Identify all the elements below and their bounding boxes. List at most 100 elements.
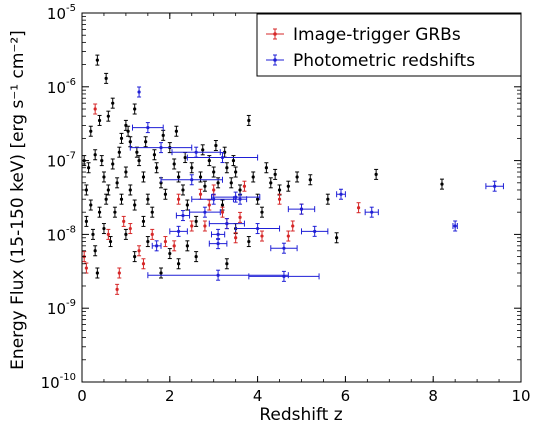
y-tick-label: 10-6: [47, 77, 76, 97]
grb-point: [101, 171, 106, 183]
y-tick-label: 10-5: [47, 3, 76, 23]
grb-point: [88, 125, 93, 137]
grb-point: [97, 114, 102, 126]
photometric-point: [364, 206, 379, 218]
grb-point: [238, 184, 243, 196]
image-trigger-point: [277, 193, 282, 205]
grb-point: [159, 267, 164, 279]
photometric-point: [151, 240, 162, 252]
photometric-point: [160, 174, 223, 186]
image-trigger-point: [259, 230, 264, 242]
grb-point: [185, 240, 190, 252]
grb-point: [95, 267, 100, 279]
image-trigger-point: [242, 180, 247, 192]
grb-point: [286, 180, 291, 192]
image-trigger-point: [220, 206, 225, 218]
grb-point: [246, 114, 251, 126]
grb-point: [295, 171, 300, 183]
grb-point: [211, 166, 216, 178]
grb-point: [123, 166, 128, 178]
photometric-point: [208, 218, 245, 230]
image-trigger-point: [121, 215, 126, 227]
grb-point: [123, 228, 128, 240]
grb-point: [119, 193, 124, 205]
grb-point: [150, 206, 155, 218]
grb-point: [176, 258, 181, 270]
x-tick-label: 4: [253, 387, 263, 405]
grb-point: [84, 184, 89, 196]
grb-point: [439, 178, 444, 190]
photometric-point: [175, 210, 191, 222]
legend-label-image-trigger: Image-trigger GRBs: [293, 25, 461, 45]
y-tick-label: 10-9: [47, 298, 76, 318]
legend-label-photometric: Photometric redshifts: [293, 51, 475, 71]
grb-point: [101, 223, 106, 235]
grb-point: [152, 149, 157, 161]
grb-point: [308, 174, 313, 186]
x-tick-label: 10: [511, 387, 530, 405]
grb-point: [106, 110, 111, 122]
grb-point: [126, 125, 131, 137]
grb-point: [145, 193, 150, 205]
image-trigger-point: [117, 267, 122, 279]
grb-point: [110, 97, 115, 109]
photometric-point: [287, 203, 316, 215]
photometric-point: [248, 270, 320, 282]
grb-point: [334, 232, 339, 244]
image-trigger-point: [286, 230, 291, 242]
grb-point: [264, 162, 269, 174]
grb-point: [132, 251, 137, 263]
grb-point: [86, 162, 91, 174]
grb-point: [128, 184, 133, 196]
grb-point: [246, 236, 251, 248]
grb-point: [207, 155, 212, 167]
image-trigger-point: [137, 245, 142, 257]
grb-point: [119, 132, 124, 144]
photometric-point: [301, 225, 329, 237]
image-trigger-point: [150, 228, 155, 240]
photometric-point: [169, 225, 188, 237]
grb-point: [132, 199, 137, 211]
grb-point: [224, 162, 229, 174]
image-trigger-point: [93, 103, 98, 115]
grb-point: [110, 158, 115, 170]
image-trigger-point: [207, 199, 212, 211]
grb-point: [132, 103, 137, 115]
photometric-point: [131, 122, 164, 134]
image-trigger-point: [176, 193, 181, 205]
image-trigger-point: [141, 258, 146, 270]
grb-point: [172, 158, 177, 170]
photometric-point: [129, 142, 193, 154]
image-trigger-point: [233, 232, 238, 244]
grb-point: [255, 193, 260, 205]
legend: Image-trigger GRBs Photometric redshifts: [256, 13, 522, 77]
grb-point: [202, 180, 207, 192]
image-trigger-point: [106, 228, 111, 240]
image-trigger-point: [202, 220, 207, 232]
grb-point: [229, 177, 234, 189]
grb-point: [145, 236, 150, 248]
photometric-point: [232, 193, 248, 205]
photometric-point: [485, 180, 504, 192]
image-trigger-point: [172, 240, 177, 252]
grb-point: [374, 168, 379, 180]
grb-point: [154, 162, 159, 174]
grb-point: [259, 206, 264, 218]
photometric-point: [186, 152, 259, 164]
grb-point: [194, 251, 199, 263]
grb-point: [180, 184, 185, 196]
y-tick-label: 10-7: [47, 151, 76, 171]
image-trigger-point: [128, 223, 133, 235]
grb-point: [88, 199, 93, 211]
grb-point: [90, 228, 95, 240]
photometric-point: [147, 269, 289, 281]
grb-point: [189, 162, 194, 174]
grb-point: [174, 125, 179, 137]
image-trigger-point: [356, 202, 361, 214]
image-trigger-point: [238, 211, 243, 223]
photometric-point: [452, 220, 458, 232]
grb-point: [200, 144, 205, 156]
x-tick-label: 6: [341, 387, 351, 405]
grb-point: [141, 215, 146, 227]
